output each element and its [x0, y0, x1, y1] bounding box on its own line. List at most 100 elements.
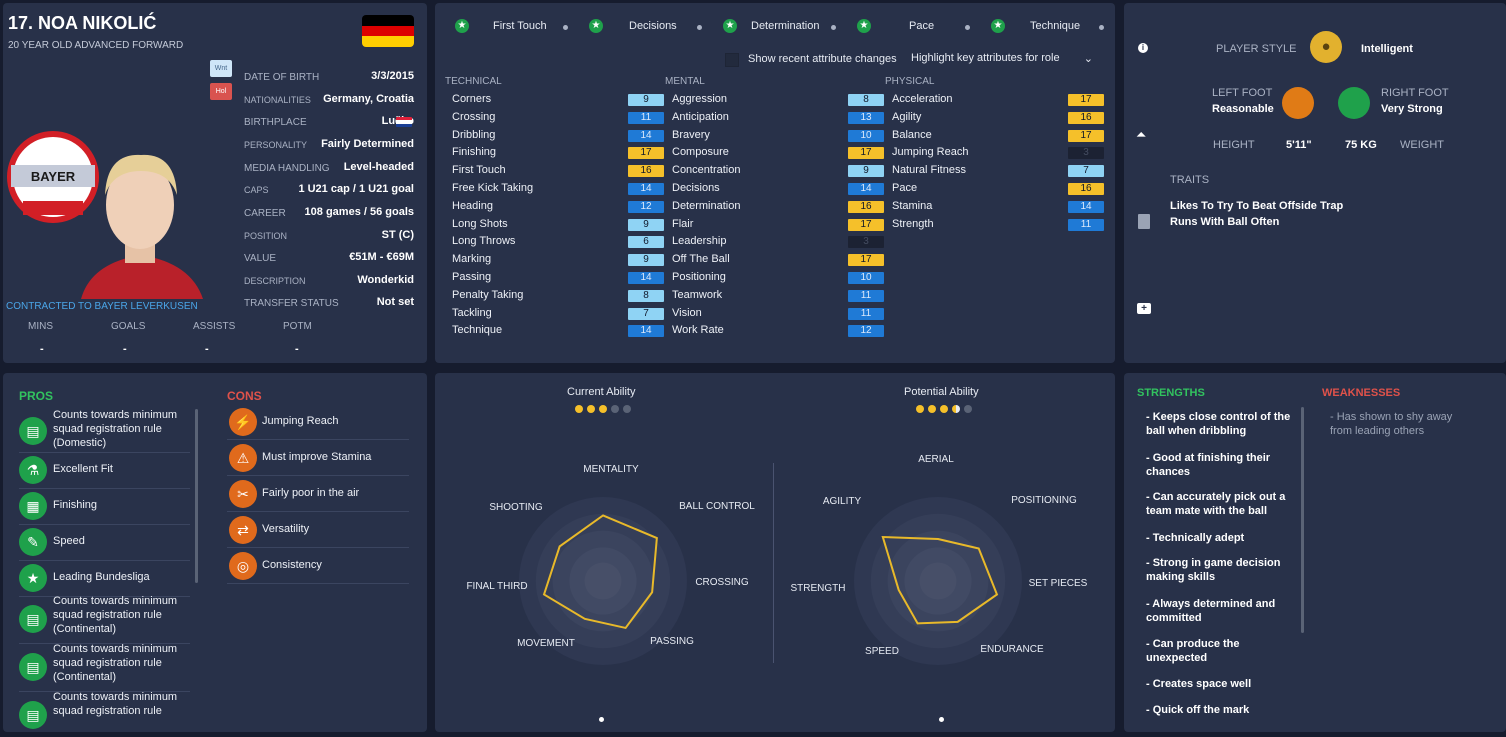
attribute-row[interactable]: Crossing 11 — [452, 109, 664, 127]
attribute-row[interactable]: Dribbling 14 — [452, 127, 664, 145]
attribute-name: Work Rate — [672, 324, 724, 337]
key-attribute-label[interactable]: Technique — [1030, 20, 1081, 32]
key-attribute-label[interactable]: Decisions — [629, 20, 677, 32]
show-recent-label[interactable]: Show recent attribute changes — [748, 53, 897, 65]
con-icon: ⚡ — [229, 408, 257, 436]
attribute-value-badge: 16 — [848, 200, 884, 213]
attribute-name: Technique — [452, 324, 503, 337]
attribute-name: Flair — [672, 217, 694, 230]
attribute-row[interactable]: Free Kick Taking 14 — [452, 180, 664, 198]
notes-icon[interactable] — [1138, 214, 1150, 229]
attribute-row[interactable]: Technique 14 — [452, 322, 664, 340]
radar-axis-label: MOVEMENT — [517, 638, 575, 649]
attribute-row[interactable]: Marking 9 — [452, 251, 664, 269]
attribute-row[interactable]: Determination 16 — [672, 198, 884, 216]
attribute-row[interactable]: Long Shots 9 — [452, 216, 664, 234]
attribute-row[interactable]: Bravery 10 — [672, 127, 884, 145]
attribute-row[interactable]: Teamwork 11 — [672, 287, 884, 305]
croatia-flag-icon — [396, 117, 412, 127]
attribute-row[interactable]: Natural Fitness 7 — [892, 162, 1104, 180]
attribute-row[interactable]: Leadership 3 — [672, 233, 884, 251]
page-dot-icon[interactable] — [939, 717, 944, 722]
radar-shape — [542, 514, 658, 630]
attribute-row[interactable]: Work Rate 12 — [672, 322, 884, 340]
attribute-row[interactable]: Tackling 7 — [452, 305, 664, 323]
separator-dot-icon — [1099, 25, 1104, 30]
attribute-row[interactable]: Finishing 17 — [452, 144, 664, 162]
season-stat-label: GOALS — [111, 321, 146, 332]
attribute-value-badge: 17 — [848, 147, 884, 160]
radar-ring — [584, 562, 622, 600]
profile-value: 3/3/2015 — [371, 70, 414, 82]
key-attribute-star-icon: ★ — [455, 19, 469, 33]
radar-axis-label: AGILITY — [823, 496, 862, 507]
attribute-row[interactable]: Balance 17 — [892, 127, 1104, 145]
ability-star-icon — [916, 405, 924, 413]
pro-item: Counts towards minimum squad registratio… — [53, 595, 178, 635]
info-icon[interactable]: i — [1138, 43, 1148, 53]
attribute-row[interactable]: Anticipation 13 — [672, 109, 884, 127]
attribute-row[interactable]: Concentration 9 — [672, 162, 884, 180]
attribute-row[interactable]: Corners 9 — [452, 91, 664, 109]
attribute-row[interactable]: Flair 17 — [672, 216, 884, 234]
season-stat-value: - — [295, 343, 299, 355]
attribute-row[interactable]: Agility 16 — [892, 109, 1104, 127]
attribute-name: Corners — [452, 93, 492, 105]
contract-text: CONTRACTED TO BAYER LEVERKUSEN — [6, 301, 198, 312]
attribute-row[interactable]: Jumping Reach 3 — [892, 144, 1104, 162]
medical-icon[interactable]: + — [1137, 303, 1151, 314]
club-crest-icon: BAYER — [5, 129, 101, 225]
show-recent-checkbox[interactable] — [725, 53, 739, 67]
key-attribute-label[interactable]: Pace — [909, 20, 935, 32]
profile-label: TRANSFER STATUS — [244, 298, 339, 309]
attribute-value-badge: 17 — [1068, 94, 1104, 106]
attribute-row[interactable]: Heading 12 — [452, 198, 664, 216]
attribute-row[interactable]: Long Throws 6 — [452, 233, 664, 251]
attr-group-title: PHYSICAL — [885, 76, 935, 87]
attribute-name: Leadership — [672, 235, 727, 248]
attribute-row[interactable]: Pace 16 — [892, 180, 1104, 198]
attribute-row[interactable]: Composure 17 — [672, 144, 884, 162]
player-style-value: Intelligent — [1361, 43, 1413, 55]
weight-label: WEIGHT — [1400, 139, 1444, 151]
pro-item: Leading Bundesliga — [53, 571, 150, 583]
key-attribute-label[interactable]: Determination — [751, 20, 820, 32]
right-foot-label: RIGHT FOOT — [1381, 87, 1449, 99]
pros-title: PROS — [19, 389, 54, 403]
separator-dot-icon — [563, 25, 568, 30]
strength-item: - Always determined and committed — [1146, 598, 1276, 624]
holiday-tag[interactable]: Hol — [210, 83, 232, 100]
attribute-row[interactable]: Aggression 8 — [672, 91, 884, 109]
attribute-row[interactable]: Decisions 14 — [672, 180, 884, 198]
attribute-name: Dribbling — [452, 128, 496, 141]
attribute-row[interactable]: Stamina 14 — [892, 198, 1104, 216]
attribute-value-badge: 12 — [848, 325, 884, 338]
key-attribute-label[interactable]: First Touch — [493, 20, 547, 32]
attribute-row[interactable]: Passing 14 — [452, 269, 664, 287]
pros-scrollbar[interactable] — [195, 409, 198, 583]
attribute-row[interactable]: Penalty Taking 8 — [452, 287, 664, 305]
highlight-dropdown[interactable]: Highlight key attributes for role ⌄ — [911, 52, 1101, 70]
ability-panel: Current Ability Potential Ability MENTAL… — [435, 373, 1115, 732]
attribute-row[interactable]: Strength 11 — [892, 216, 1104, 234]
attribute-row[interactable]: Vision 11 — [672, 305, 884, 323]
attribute-value-badge: 17 — [848, 254, 884, 267]
con-item: Must improve Stamina — [262, 451, 372, 463]
key-attribute-star-icon: ★ — [857, 19, 871, 33]
attribute-value-badge: 3 — [1068, 147, 1104, 160]
attribute-name: Jumping Reach — [892, 146, 969, 159]
profile-value: Level-headed — [343, 161, 414, 173]
strengths-scrollbar[interactable] — [1301, 407, 1304, 633]
attribute-name: Long Shots — [452, 217, 508, 230]
attribute-row[interactable]: Positioning 10 — [672, 269, 884, 287]
page-dot-icon[interactable] — [599, 717, 604, 722]
key-attribute-star-icon: ★ — [991, 19, 1005, 33]
attribute-row[interactable]: Off The Ball 17 — [672, 251, 884, 269]
boot-icon[interactable]: ⏶ — [1136, 127, 1147, 142]
attribute-row[interactable]: Acceleration 17 — [892, 91, 1104, 109]
wanted-tag[interactable]: Wnt — [210, 60, 232, 77]
attribute-value-badge: 14 — [848, 183, 884, 195]
attribute-row[interactable]: First Touch 16 — [452, 162, 664, 180]
attribute-value-badge: 7 — [1068, 165, 1104, 178]
con-divider — [227, 439, 409, 440]
